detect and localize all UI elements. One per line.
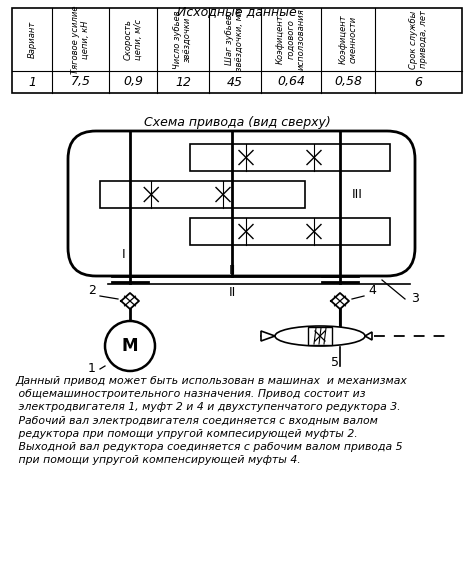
Text: Коэфицент
годового
исползования: Коэфицент годового исползования [276, 9, 306, 70]
Text: I: I [121, 248, 125, 261]
Text: Тяговое усилие
цепи, кН: Тяговое усилие цепи, кН [71, 5, 90, 74]
Text: Исходные данные: Исходные данные [177, 5, 297, 18]
Bar [308, 327, 332, 345]
Text: II: II [228, 286, 236, 299]
Text: Срок службы
привода, лет: Срок службы привода, лет [409, 10, 428, 69]
Text: 3: 3 [411, 292, 419, 304]
Text: Коэфицент
сменности: Коэфицент сменности [338, 15, 358, 65]
Text: 4: 4 [368, 284, 376, 297]
Text: Скорость
цепи, м/с: Скорость цепи, м/с [123, 19, 143, 60]
Text: 0,64: 0,64 [277, 75, 305, 89]
Text: 0,58: 0,58 [334, 75, 362, 89]
Text: III: III [352, 188, 363, 201]
Text: 12: 12 [175, 75, 191, 89]
Text: Вариант: Вариант [27, 21, 36, 58]
Text: Шаг зубьев
звёздочки, мм: Шаг зубьев звёздочки, мм [225, 8, 245, 71]
Polygon shape [365, 332, 372, 340]
Text: II: II [228, 264, 236, 277]
Bar [190, 144, 390, 171]
Bar [190, 218, 390, 245]
Circle shape [105, 321, 155, 371]
Bar [12, 8, 462, 93]
Text: Данный привод может быть использован в машинах  и механизмах
 общемашиностроител: Данный привод может быть использован в м… [15, 376, 407, 465]
FancyBboxPatch shape [68, 131, 415, 276]
Polygon shape [261, 331, 275, 341]
Text: 6: 6 [414, 75, 422, 89]
Text: 0,9: 0,9 [123, 75, 143, 89]
Text: 1: 1 [88, 363, 96, 376]
Text: Схема привода (вид сверху): Схема привода (вид сверху) [144, 116, 330, 129]
Text: 7,5: 7,5 [71, 75, 91, 89]
Text: 2: 2 [88, 284, 96, 297]
Ellipse shape [275, 326, 365, 346]
Text: 45: 45 [227, 75, 243, 89]
Text: 1: 1 [28, 75, 36, 89]
Text: 5: 5 [331, 356, 339, 369]
Text: М: М [122, 337, 138, 355]
Bar [100, 181, 305, 208]
Text: Число зубьев
звёздочки: Число зубьев звёздочки [173, 10, 193, 69]
